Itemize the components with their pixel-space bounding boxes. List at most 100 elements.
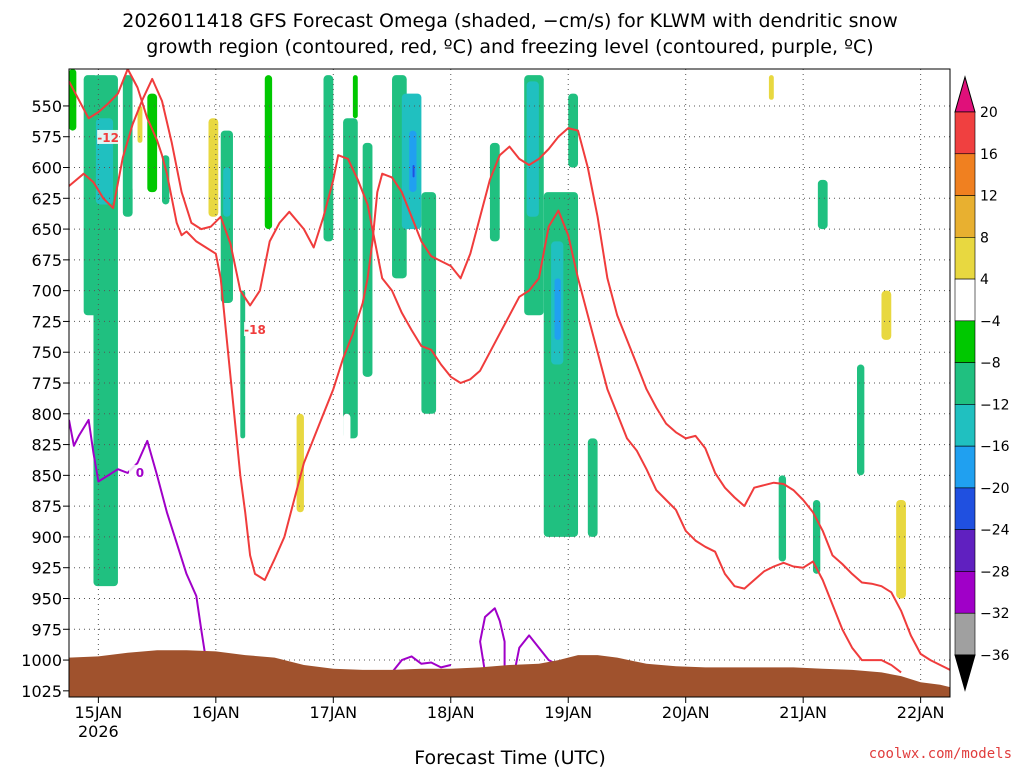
snow-growth-contour-0 [69, 77, 902, 674]
y-tick-label-575: 575 [31, 128, 62, 147]
omega-region-0 [69, 69, 77, 131]
omega-region-53 [793, 75, 804, 217]
omega-region-30 [436, 75, 446, 168]
omega-region-55 [812, 499, 821, 574]
colorbar-swatch-1 [954, 153, 976, 196]
colorbar-swatch-4 [954, 278, 976, 322]
contour-label-layer: -12 -18 0 [97, 129, 266, 480]
y-tick-label-950: 950 [31, 589, 62, 608]
y-tick-label-875: 875 [31, 497, 62, 516]
x-tick-label-17JAN: 17JAN [309, 703, 357, 722]
omega-region-54 [778, 475, 787, 562]
omega-region-10 [208, 118, 219, 217]
plot-area: -12 -18 0 550 575 600 625 650 675 700 725 750 775 80… [21, 68, 951, 741]
y-tick-label-675: 675 [31, 251, 62, 270]
omega-region-42 [578, 364, 588, 513]
omega-region-49 [724, 290, 740, 476]
omega-region-20 [323, 389, 334, 574]
x-tick-label-15JAN: 15JAN [75, 703, 123, 722]
colorbar-label-12: −32 [980, 606, 1010, 622]
colorbar-label-7: −12 [980, 397, 1010, 413]
colorbar-swatch-12 [954, 612, 976, 656]
colorbar-swatch-2 [954, 195, 976, 238]
x-tick-label-16JAN: 16JAN [192, 703, 240, 722]
omega-region-31 [450, 118, 466, 242]
omega-region-16 [264, 75, 273, 230]
omega-region-18 [296, 413, 304, 513]
colorbar-swatch-11 [954, 571, 976, 614]
colorbar-label-3: 8 [980, 230, 989, 246]
x-tick-label-18JAN: 18JAN [427, 703, 475, 722]
chart-title-line2: growth region (contoured, red, ºC) and f… [146, 36, 873, 58]
y-tick-label-650: 650 [31, 220, 62, 239]
colorbar: 20 16 12 8 4 −4 −8 −12 −16 −20 −24 −28 −32 −36 [954, 75, 1010, 692]
omega-region-45 [597, 573, 605, 611]
omega-region-33 [489, 142, 500, 242]
omega-region-40 [554, 278, 561, 340]
omega-region-11 [220, 130, 233, 303]
terrain-layer [69, 650, 950, 697]
omega-region-12 [223, 167, 231, 217]
y-axis: 550 575 600 625 650 675 700 725 750 775 800 825 850 8… [21, 97, 69, 701]
omega-region-35 [519, 487, 530, 599]
omega-region-52 [768, 75, 774, 100]
y-tick-label-925: 925 [31, 559, 62, 578]
colorbar-swatch-3 [954, 237, 976, 280]
x-tick-label-20JAN: 20JAN [662, 703, 710, 722]
y-tick-label-550: 550 [31, 97, 62, 116]
grid-layer [69, 69, 950, 697]
x-tick-sublabel-15JAN: 2026 [78, 722, 119, 741]
y-tick-label-775: 775 [31, 374, 62, 393]
colorbar-label-1: 16 [980, 147, 998, 163]
omega-region-14 [240, 290, 246, 439]
omega-region-19 [323, 75, 334, 242]
omega-region-6 [137, 105, 143, 143]
y-tick-label-725: 725 [31, 312, 62, 331]
snow-growth-contour-1 [69, 69, 950, 671]
freezing-level-contour-label-bg-0 [128, 464, 151, 479]
colorbar-label-10: −24 [980, 523, 1010, 539]
y-tick-label-625: 625 [31, 189, 62, 208]
colorbar-swatch-9 [954, 487, 976, 530]
colorbar-swatch-0 [954, 111, 976, 155]
snow-growth-contour-label-0: -12 [97, 131, 119, 145]
y-tick-label-1025: 1025 [21, 682, 62, 701]
chart-title-line1: 2026011418 GFS Forecast Omega (shaded, −… [122, 10, 897, 32]
omega-region-23 [352, 75, 358, 119]
colorbar-swatch-6 [954, 362, 976, 405]
colorbar-top-arrow [954, 75, 976, 113]
snow-growth-contour-label-bg-1 [243, 322, 266, 337]
y-tick-label-850: 850 [31, 466, 62, 485]
colorbar-label-4: 4 [980, 272, 989, 288]
colorbar-label-11: −28 [980, 564, 1010, 580]
omega-region-48 [695, 118, 725, 599]
omega-region-57 [837, 75, 853, 168]
colorbar-swatch-10 [954, 529, 976, 572]
omega-region-61 [881, 290, 892, 340]
colorbar-swatch-5 [954, 320, 976, 363]
colorbar-label-6: −8 [980, 356, 1001, 372]
freezing-level-contour-2 [479, 607, 506, 673]
y-tick-label-900: 900 [31, 528, 62, 547]
omega-region-28 [412, 165, 415, 178]
y-tick-label-1000: 1000 [21, 651, 62, 670]
y-tick-label-600: 600 [31, 159, 62, 178]
snow-growth-contour-label-bg-0 [97, 129, 120, 144]
colorbar-swatch-7 [954, 404, 976, 447]
omega-region-63 [920, 499, 946, 611]
colorbar-bottom-arrow [954, 654, 976, 692]
colorbar-label-9: −20 [980, 481, 1010, 497]
colorbar-swatch-8 [954, 445, 976, 489]
credit-text[interactable]: coolwx.com/models [869, 746, 1012, 762]
omega-region-32 [480, 118, 490, 193]
colorbar-label-13: −36 [980, 648, 1010, 664]
y-tick-label-825: 825 [31, 436, 62, 455]
x-tick-label-21JAN: 21JAN [779, 703, 827, 722]
y-tick-label-750: 750 [31, 343, 62, 362]
omega-region-13 [225, 327, 236, 562]
omega-region-41 [568, 93, 579, 168]
omega-region-43 [587, 438, 598, 537]
omega-region-34 [499, 413, 510, 611]
